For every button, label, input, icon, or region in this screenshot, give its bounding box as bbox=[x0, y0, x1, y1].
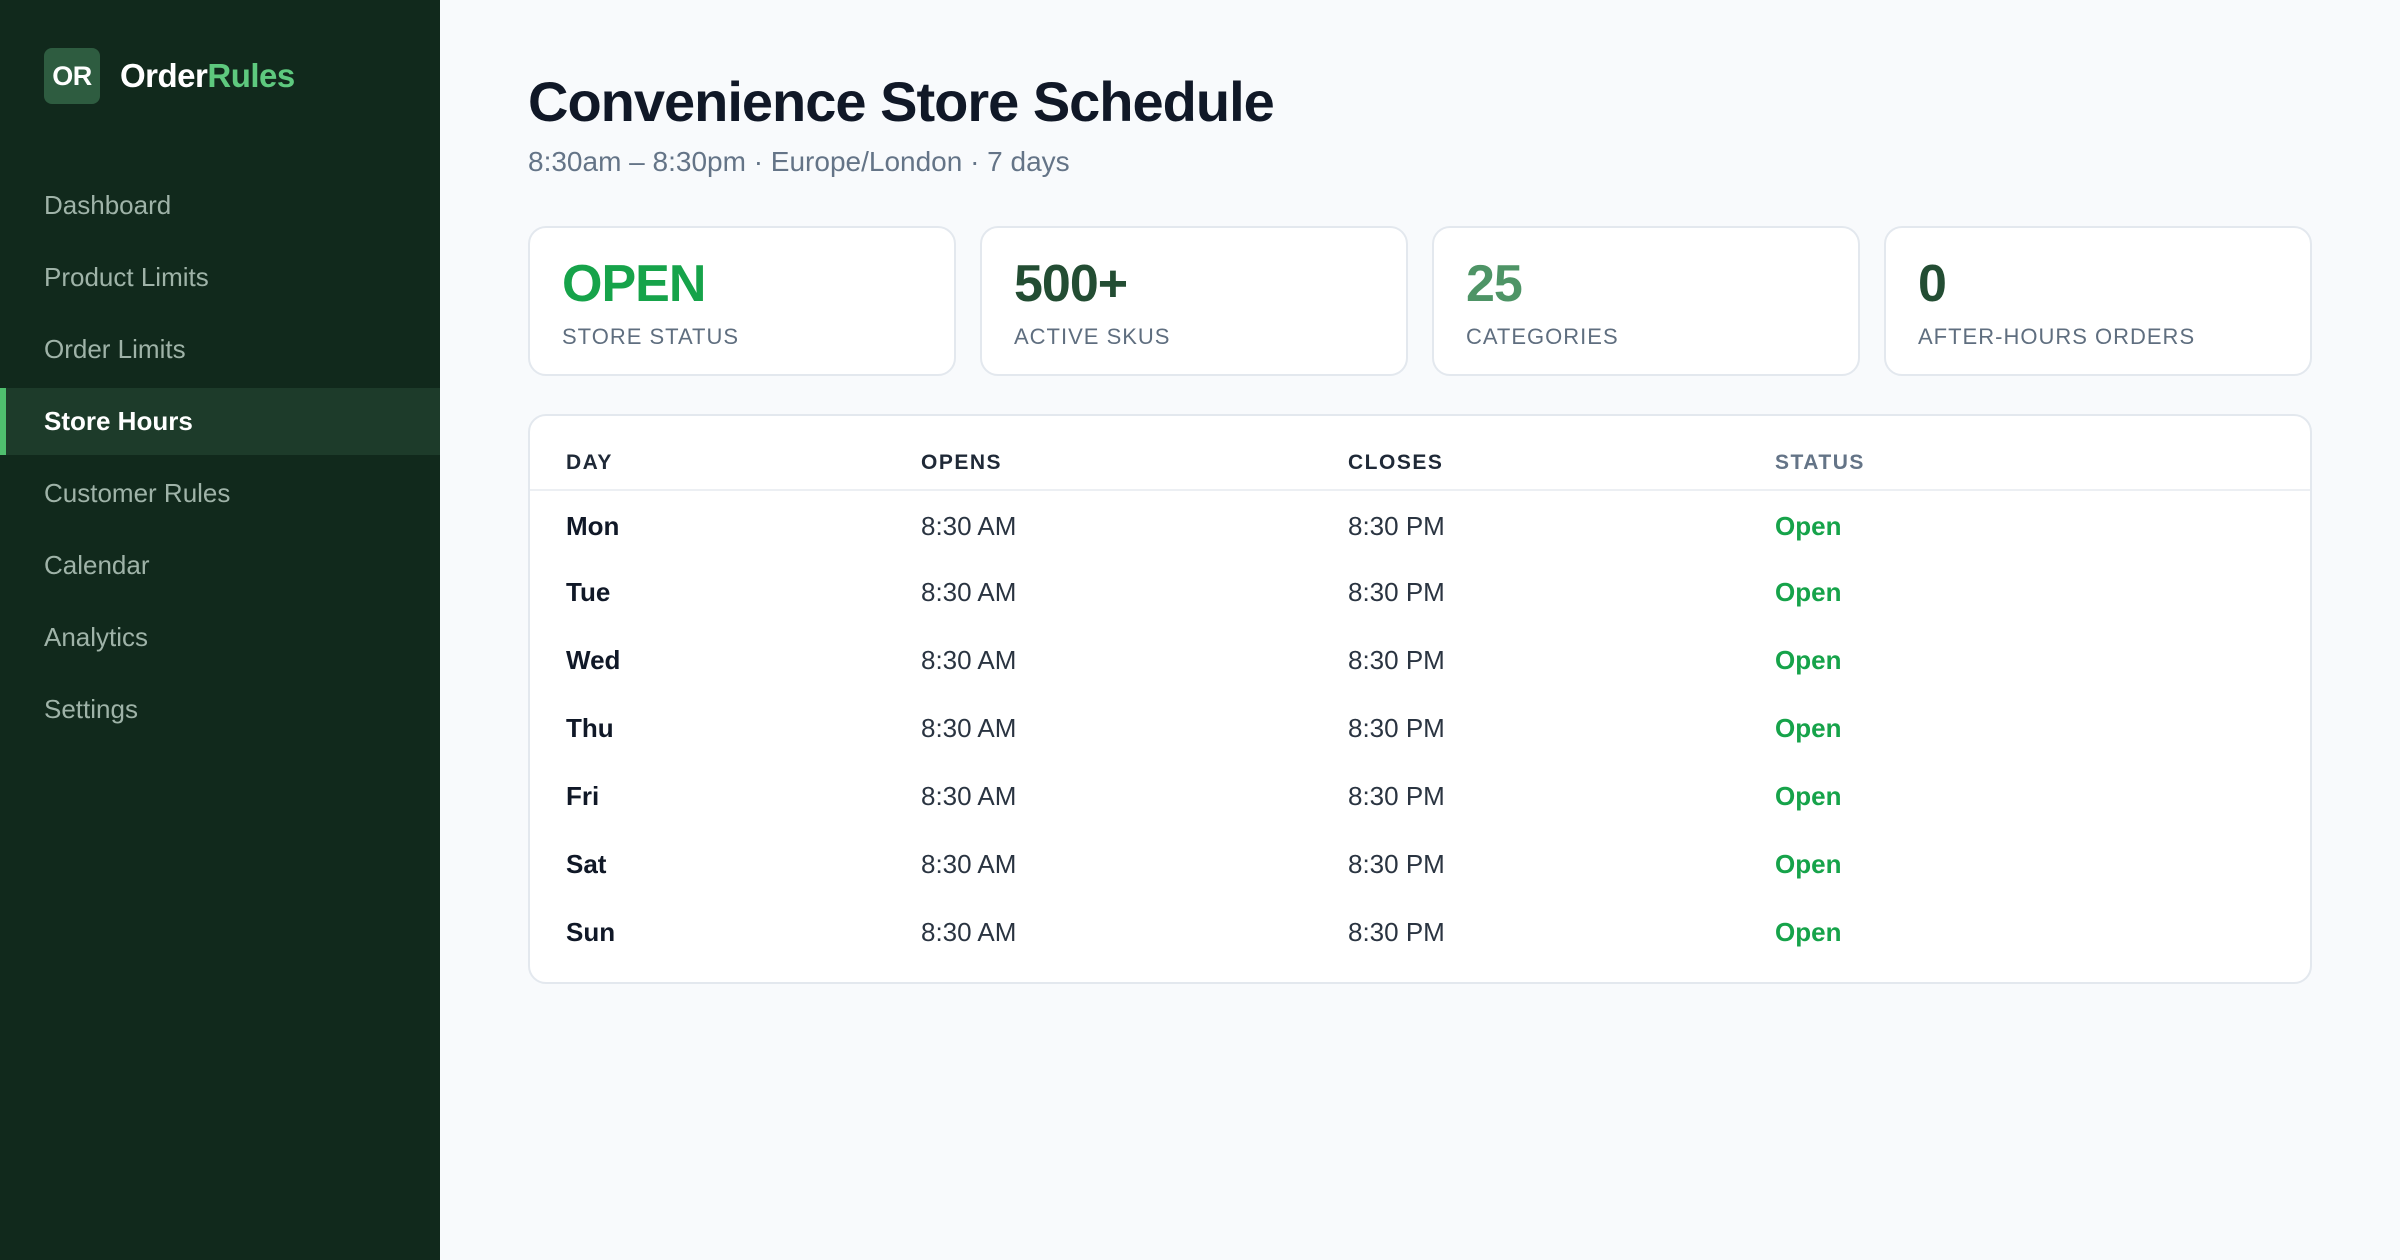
cell-status: Open bbox=[1775, 576, 1842, 607]
cell-closes: 8:30 PM bbox=[1348, 576, 1445, 607]
cell-opens: 8:30 AM bbox=[921, 511, 1017, 541]
cell-opens: 8:30 AM bbox=[921, 644, 1017, 675]
cell-status: Open bbox=[1775, 511, 1842, 541]
stat-card-after-hours-orders: 0 After-Hours Orders bbox=[1884, 226, 2312, 376]
sidebar-nav: Dashboard Product Limits Order Limits St… bbox=[0, 172, 440, 743]
stat-value: 25 bbox=[1466, 255, 1523, 313]
cell-status: Open bbox=[1775, 916, 1842, 947]
table-row: Sun 8:30 AM 8:30 PM Open bbox=[530, 898, 2310, 966]
page-subtitle: 8:30am – 8:30pm · Europe/London · 7 days bbox=[528, 146, 1070, 177]
stat-label: After-Hours Orders bbox=[1918, 324, 2196, 349]
brand-name-accent: Rules bbox=[207, 57, 295, 94]
cell-opens: 8:30 AM bbox=[921, 916, 1017, 947]
stat-card-active-skus: 500+ Active SKUs bbox=[980, 226, 1408, 376]
stat-label: Categories bbox=[1466, 324, 1619, 349]
stat-label: Active SKUs bbox=[1014, 324, 1171, 349]
cell-day: Mon bbox=[566, 511, 620, 541]
stat-value: OPEN bbox=[562, 255, 706, 313]
table-row: Sat 8:30 AM 8:30 PM Open bbox=[530, 830, 2310, 898]
stats-row: OPEN Store Status 500+ Active SKUs 25 Ca… bbox=[528, 226, 2312, 376]
cell-status: Open bbox=[1775, 780, 1842, 811]
table-row: Tue 8:30 AM 8:30 PM Open bbox=[530, 558, 2310, 626]
sidebar-item-analytics[interactable]: Analytics bbox=[44, 622, 149, 652]
cell-closes: 8:30 PM bbox=[1348, 644, 1445, 675]
stat-value: 500+ bbox=[1014, 255, 1128, 313]
cell-day: Sat bbox=[566, 848, 607, 879]
table-header-row: Day Opens Closes Status bbox=[530, 416, 2310, 491]
cell-status: Open bbox=[1775, 712, 1842, 743]
cell-day: Wed bbox=[566, 644, 621, 675]
sidebar: OR OrderRules Dashboard Product Limits O… bbox=[0, 0, 440, 1260]
cell-closes: 8:30 PM bbox=[1348, 780, 1445, 811]
stat-value: 0 bbox=[1918, 255, 1947, 313]
cell-status: Open bbox=[1775, 848, 1842, 879]
cell-closes: 8:30 PM bbox=[1348, 712, 1445, 743]
column-header-status: Status bbox=[1775, 416, 2310, 491]
cell-status: Open bbox=[1775, 644, 1842, 675]
schedule-table-card: Day Opens Closes Status Mon 8:30 AM 8:30… bbox=[528, 414, 2312, 984]
brand-name: OrderRules bbox=[120, 57, 295, 95]
cell-day: Sun bbox=[566, 916, 616, 947]
cell-closes: 8:30 PM bbox=[1348, 511, 1445, 541]
cell-opens: 8:30 AM bbox=[921, 780, 1017, 811]
sidebar-item-order-limits[interactable]: Order Limits bbox=[44, 334, 186, 364]
cell-opens: 8:30 AM bbox=[921, 576, 1017, 607]
schedule-table: Day Opens Closes Status Mon 8:30 AM 8:30… bbox=[530, 416, 2310, 966]
cell-day: Thu bbox=[566, 712, 614, 743]
brand[interactable]: OR OrderRules bbox=[0, 48, 440, 104]
stat-label: Store Status bbox=[562, 324, 740, 349]
table-row: Thu 8:30 AM 8:30 PM Open bbox=[530, 694, 2310, 762]
sidebar-item-customer-rules[interactable]: Customer Rules bbox=[44, 478, 231, 508]
sidebar-item-dashboard[interactable]: Dashboard bbox=[44, 190, 172, 220]
column-header-opens: Opens bbox=[921, 416, 1348, 491]
sidebar-item-calendar[interactable]: Calendar bbox=[44, 550, 150, 580]
main-content: Convenience Store Schedule 8:30am – 8:30… bbox=[440, 0, 2400, 1260]
cell-closes: 8:30 PM bbox=[1348, 916, 1445, 947]
cell-closes: 8:30 PM bbox=[1348, 848, 1445, 879]
cell-opens: 8:30 AM bbox=[921, 848, 1017, 879]
stat-card-store-status: OPEN Store Status bbox=[528, 226, 956, 376]
column-header-closes: Closes bbox=[1348, 416, 1775, 491]
column-header-day: Day bbox=[530, 416, 921, 491]
table-row: Wed 8:30 AM 8:30 PM Open bbox=[530, 626, 2310, 694]
table-row: Mon 8:30 AM 8:30 PM Open bbox=[530, 490, 2310, 558]
table-row: Fri 8:30 AM 8:30 PM Open bbox=[530, 762, 2310, 830]
sidebar-item-settings[interactable]: Settings bbox=[44, 694, 138, 724]
page-title: Convenience Store Schedule bbox=[528, 70, 1275, 133]
sidebar-item-store-hours[interactable]: Store Hours bbox=[0, 388, 440, 455]
brand-logo: OR bbox=[44, 48, 100, 104]
cell-day: Fri bbox=[566, 780, 600, 811]
cell-opens: 8:30 AM bbox=[921, 712, 1017, 743]
sidebar-item-product-limits[interactable]: Product Limits bbox=[44, 262, 209, 292]
stat-card-categories: 25 Categories bbox=[1432, 226, 1860, 376]
cell-day: Tue bbox=[566, 576, 611, 607]
brand-name-main: Order bbox=[120, 57, 208, 94]
